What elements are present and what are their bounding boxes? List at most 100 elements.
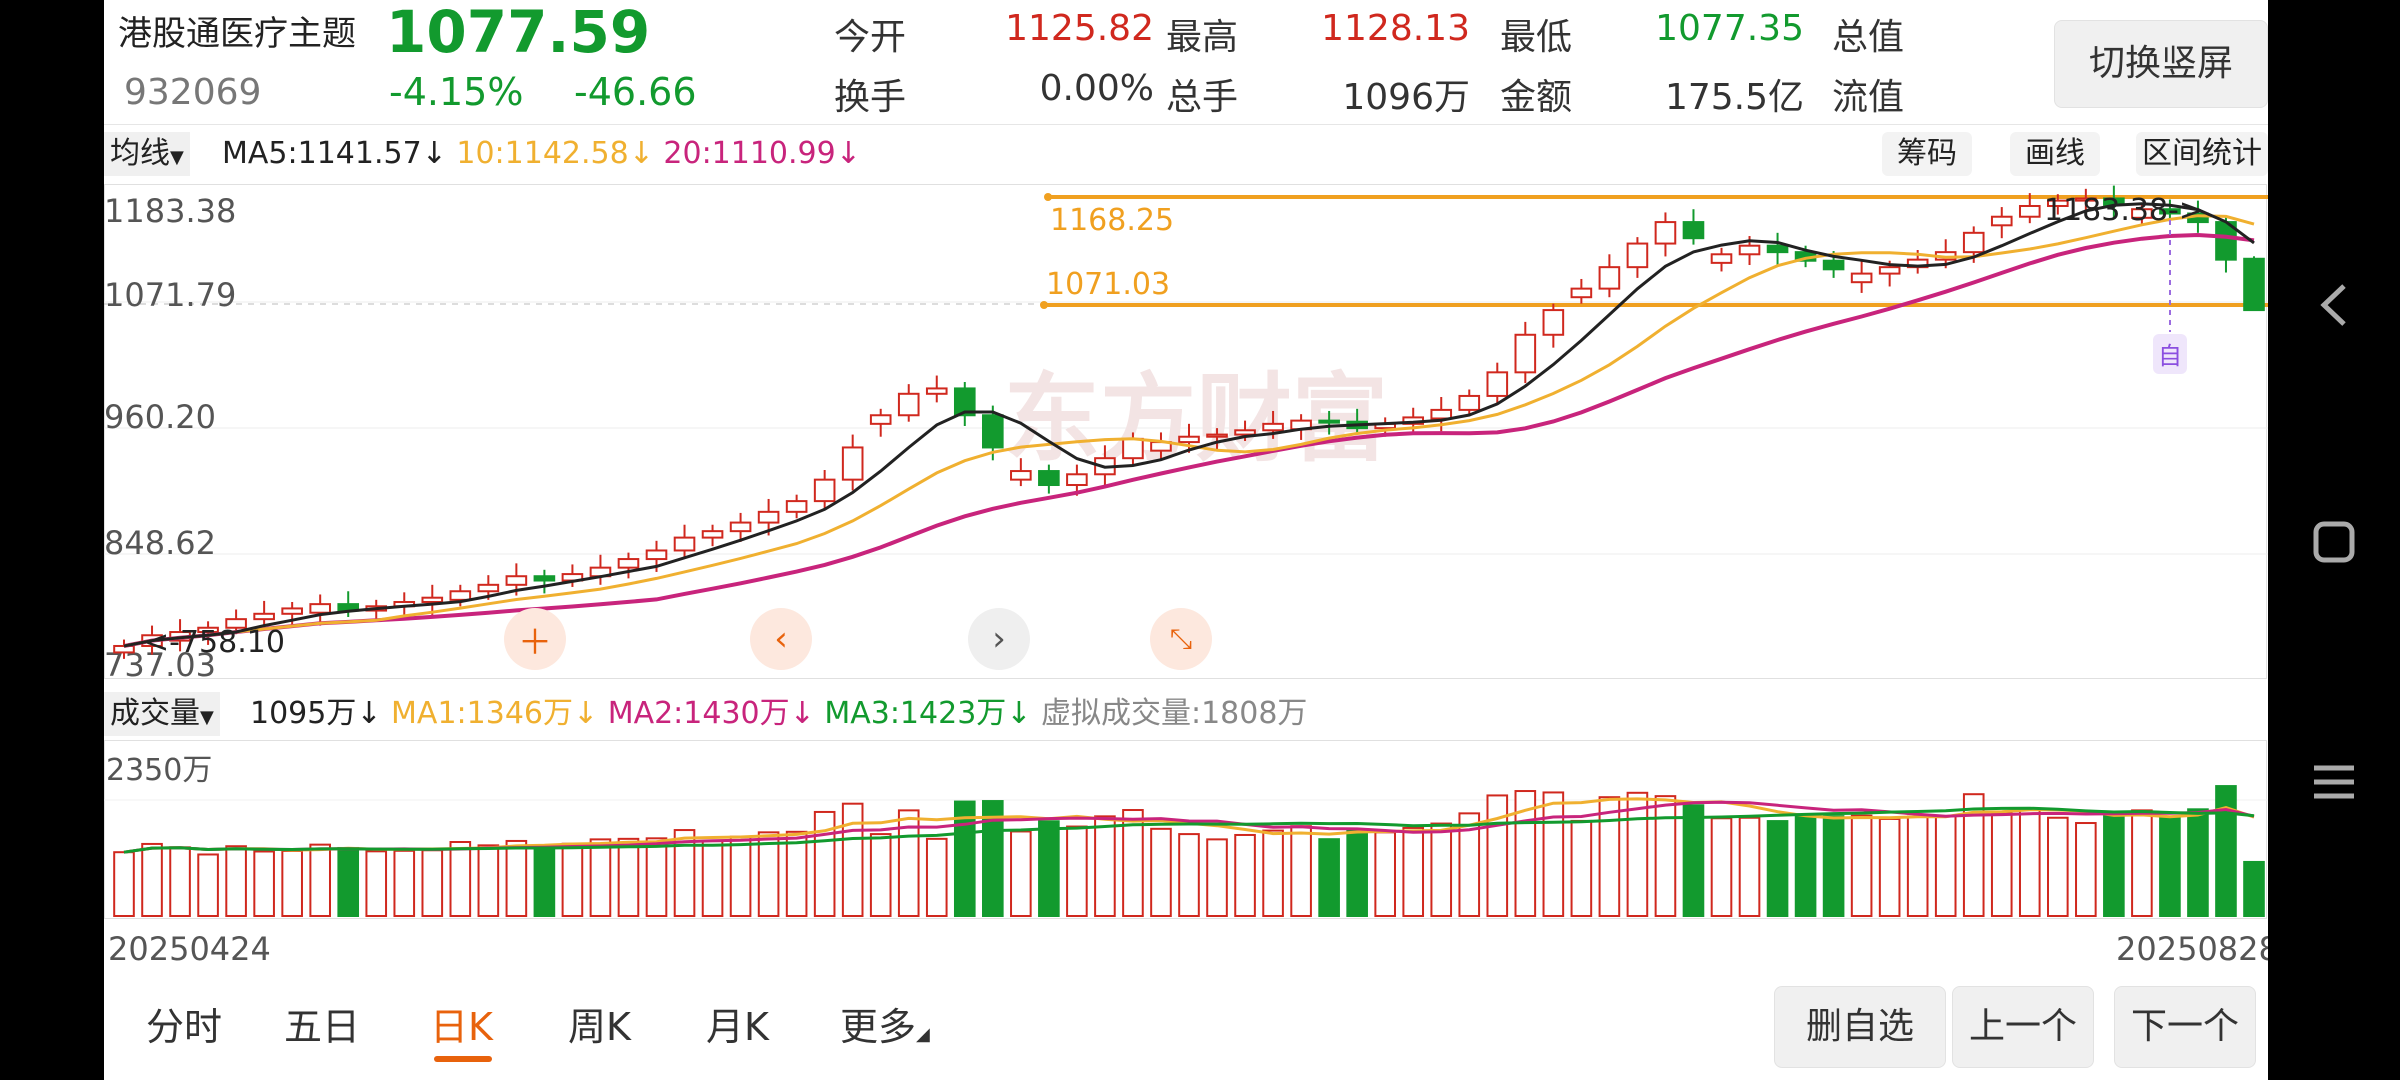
header-divider xyxy=(104,124,2268,125)
volume-bar xyxy=(421,849,444,917)
self-marker-badge[interactable] xyxy=(2153,334,2187,374)
candle xyxy=(1318,419,1340,424)
volume-bar xyxy=(477,844,500,917)
candle xyxy=(897,392,920,417)
lower-line-handle[interactable] xyxy=(1040,301,1048,309)
back-icon[interactable] xyxy=(2312,280,2356,330)
kline-plot-border xyxy=(104,184,2267,679)
upper-line-handle[interactable] xyxy=(1044,193,1052,201)
high-marker: 1183.38-> xyxy=(2044,193,2204,228)
collapse-icon[interactable]: ⤡ xyxy=(1150,608,1212,670)
volume-bar xyxy=(197,853,219,917)
chevron-left-icon[interactable]: ‹ xyxy=(750,608,812,670)
tab-intraday[interactable]: 分时 xyxy=(146,1005,223,1049)
ma20-value: 20:1110.99 xyxy=(663,136,836,171)
tab-more-label: 更多 xyxy=(840,1005,917,1049)
candle xyxy=(1486,371,1509,397)
volume-bar xyxy=(2243,860,2265,917)
volume-bar xyxy=(1066,825,1088,917)
volume-bar xyxy=(1486,794,1509,917)
candle xyxy=(1458,394,1481,411)
volume-bar xyxy=(1374,831,1396,917)
volume-bar xyxy=(1318,838,1340,917)
vol-ma1-arrow-icon: ↓ xyxy=(573,696,599,731)
range-stats-button[interactable]: 区间统计 xyxy=(2136,132,2268,176)
volume-bar xyxy=(1990,812,2013,917)
volume-bar xyxy=(1234,833,1256,917)
volume-bar xyxy=(589,838,612,917)
volume-bar xyxy=(1626,791,1649,917)
volume-bar xyxy=(2075,822,2097,917)
candle xyxy=(421,596,444,603)
volume-bar xyxy=(1290,825,1312,917)
candle xyxy=(225,618,247,629)
dropdown-triangle-icon: ▼ xyxy=(200,707,214,728)
corner-triangle-icon: ◢ xyxy=(916,1024,930,1045)
volume-bar xyxy=(281,849,303,917)
volume-bar xyxy=(365,850,388,917)
volume-selector[interactable]: 成交量▼ xyxy=(104,692,220,736)
kline-chart[interactable]: 东方财富 1183.38 1071.79 960.20 848.62 737.0… xyxy=(104,182,2268,682)
volume-chart[interactable]: 2350万 xyxy=(104,740,2268,920)
ma-values: MA5:1141.57↓ 10:1142.58↓ 20:1110.99↓ xyxy=(222,134,861,174)
tab-daily-k[interactable]: 日K xyxy=(430,1005,493,1049)
candle xyxy=(1710,253,1733,264)
volume-bar xyxy=(1962,793,1985,918)
candle xyxy=(1990,215,2013,227)
watermark: 东方财富 xyxy=(1004,363,1388,475)
candle xyxy=(1626,242,1649,269)
home-icon[interactable] xyxy=(2312,520,2356,564)
volume-bar xyxy=(1430,822,1453,917)
candle xyxy=(1178,435,1200,444)
candle xyxy=(1570,287,1593,299)
index-code: 932069 xyxy=(124,72,262,113)
candle xyxy=(673,536,696,552)
zoom-in-icon[interactable]: ＋ xyxy=(504,608,566,670)
volume-bar xyxy=(1346,828,1368,917)
ma-selector[interactable]: 均线▼ xyxy=(104,132,190,176)
volume-bar xyxy=(2131,809,2153,917)
chevron-right-icon[interactable]: › xyxy=(968,608,1030,670)
toggle-portrait-button[interactable]: 切换竖屏 xyxy=(2054,20,2268,108)
stat-value: 1125.82 xyxy=(1005,8,1154,49)
candle xyxy=(1542,309,1565,336)
candle xyxy=(729,521,752,533)
draw-line-button[interactable]: 画线 xyxy=(2010,132,2100,176)
candle xyxy=(1514,333,1537,374)
volume-arrow-icon: ↓ xyxy=(356,696,382,731)
volume-bar xyxy=(925,837,948,917)
ma5-line xyxy=(123,202,2255,648)
volume-value: 1095万 xyxy=(250,696,357,731)
volume-bar xyxy=(449,841,472,917)
recents-icon[interactable] xyxy=(2310,760,2358,804)
stat-label: 总值 xyxy=(1832,17,1905,58)
tab-five-day[interactable]: 五日 xyxy=(284,1005,361,1049)
end-date: 20250828 xyxy=(2116,930,2268,968)
volume-bar xyxy=(1458,812,1481,917)
volume-bar xyxy=(1094,815,1116,917)
tab-monthly-k[interactable]: 月K xyxy=(706,1005,769,1049)
ma20-line xyxy=(123,232,2255,648)
chips-button[interactable]: 筹码 xyxy=(1882,132,1972,176)
stat-label: 流值 xyxy=(1832,77,1905,118)
candle xyxy=(2075,197,2097,202)
vol-ma3-line xyxy=(123,806,2255,854)
vol-ma3-arrow-icon: ↓ xyxy=(1006,696,1032,731)
next-button[interactable]: 下一个 xyxy=(2114,986,2256,1068)
volume-bar xyxy=(1850,814,1873,917)
remove-favorite-button[interactable]: 删自选 xyxy=(1774,986,1946,1068)
volume-bar xyxy=(1906,815,1929,917)
candle xyxy=(953,387,976,417)
candle xyxy=(1878,266,1901,275)
candle xyxy=(505,575,528,586)
pct-change: -4.15% xyxy=(389,70,524,114)
tab-more[interactable]: 更多◢ xyxy=(840,996,930,1051)
app-window: 港股通医疗主题 932069 1077.59 -4.15% -46.66 今开 1… xyxy=(104,0,2268,1080)
candle xyxy=(2243,257,2265,312)
volume-bar xyxy=(2103,813,2125,917)
previous-button[interactable]: 上一个 xyxy=(1952,986,2094,1068)
tab-weekly-k[interactable]: 周K xyxy=(568,1005,631,1049)
candle xyxy=(1598,266,1621,290)
self-marker-label: 自 xyxy=(2158,342,2182,370)
candle xyxy=(449,590,472,601)
